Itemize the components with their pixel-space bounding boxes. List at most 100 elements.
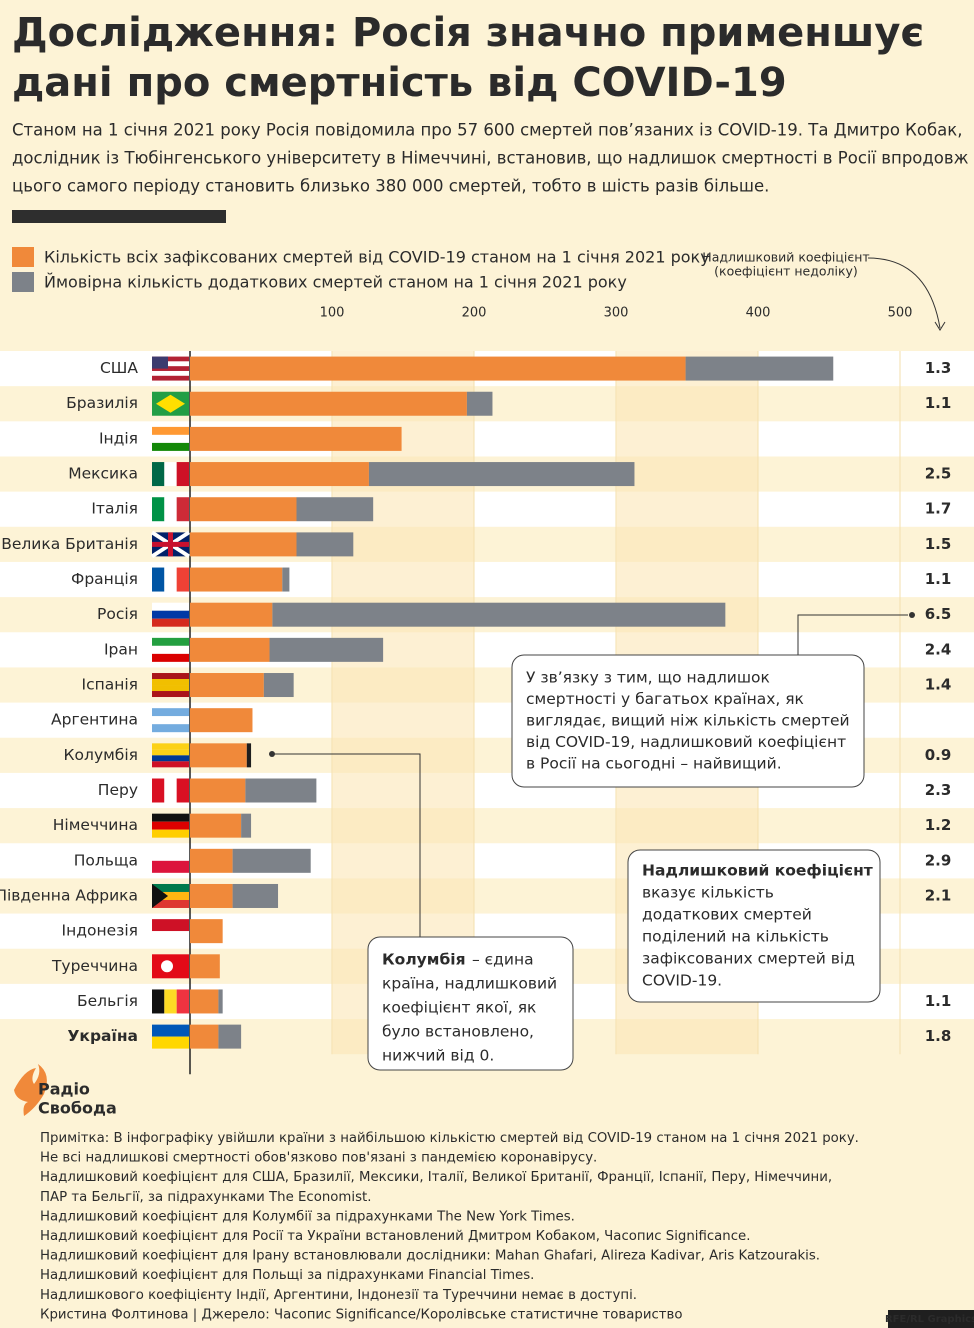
footnote: Примітка: В інфографіку увійшли країни з… xyxy=(40,1130,859,1146)
flag xyxy=(152,637,189,646)
ratio-label: 1.4 xyxy=(925,676,952,694)
bar-segment xyxy=(190,532,297,557)
x-tick-label: 200 xyxy=(462,306,487,321)
subtitle: цього самого періоду становить близько 3… xyxy=(12,177,769,196)
bar-segment xyxy=(190,989,219,1014)
annotation-title: Надлишковий коефіцієнт xyxy=(642,862,873,880)
flag xyxy=(152,370,189,376)
flag xyxy=(152,749,189,756)
annotation-text: зафіксованих смертей від xyxy=(642,950,855,968)
annotation-title: Колумбія xyxy=(382,951,466,969)
annotation-box xyxy=(511,654,865,788)
ratio-label: 1.3 xyxy=(925,359,952,377)
bar-segment xyxy=(232,848,311,873)
bars: США 1.3 Бразилія 1.1 Індія Мексика 2.5 Італія 1.… xyxy=(0,356,952,1049)
x-tick-label: 100 xyxy=(320,306,345,321)
row-band xyxy=(0,421,974,457)
flag xyxy=(176,462,189,487)
bar-segment xyxy=(190,462,369,487)
flag xyxy=(152,883,168,908)
bar-segment xyxy=(190,391,467,416)
flag xyxy=(152,883,189,892)
flag xyxy=(176,567,189,592)
bar-segment xyxy=(190,919,223,944)
ratio-label: 1.1 xyxy=(925,992,952,1010)
bar-segment xyxy=(232,883,279,908)
flag xyxy=(152,691,189,698)
bar-segment xyxy=(190,1024,219,1049)
ratio-label: 1.8 xyxy=(925,1027,952,1045)
flag xyxy=(152,673,189,680)
flag xyxy=(161,960,173,973)
flag xyxy=(176,778,189,803)
ratio-label: 2.5 xyxy=(925,465,952,483)
legend-swatch xyxy=(12,272,34,292)
row-band xyxy=(0,561,974,598)
bar-segment xyxy=(241,813,252,838)
flag xyxy=(152,375,189,381)
flag xyxy=(152,1024,189,1037)
flag xyxy=(176,497,189,522)
bar-segment xyxy=(190,426,402,451)
ratio-label: 2.9 xyxy=(925,851,952,869)
row-band xyxy=(0,491,974,527)
flag xyxy=(152,919,189,932)
x-tick-label: 300 xyxy=(604,306,629,321)
flag xyxy=(152,778,165,803)
flag xyxy=(152,610,189,619)
flag xyxy=(152,602,189,611)
flag xyxy=(152,366,189,371)
bar-segment xyxy=(368,462,635,487)
arrow-head xyxy=(934,321,946,331)
annotation-text: коефіцієнт якої, як xyxy=(382,999,536,1017)
connector-dot xyxy=(269,751,275,757)
subtitle: дослідник із Тюбінгенського університету… xyxy=(12,149,969,168)
logo-text: Свобода xyxy=(38,1099,117,1118)
bar-segment xyxy=(218,989,223,1014)
subtitle: Станом на 1 січня 2021 року Росія повідо… xyxy=(12,121,962,140)
ratio-label: 2.4 xyxy=(925,640,952,658)
flag xyxy=(152,1036,189,1049)
annotation-text: від COVID-19, надлишковий коефіцієнт xyxy=(526,733,846,751)
flag xyxy=(152,356,189,362)
connector xyxy=(272,753,421,937)
annotation-box xyxy=(367,936,574,1071)
bar-segment xyxy=(190,883,233,908)
category-label: Мексика xyxy=(68,465,138,483)
annotation-text: поділений на кількість xyxy=(642,928,829,946)
category-label: Україна xyxy=(67,1027,138,1045)
category-label: США xyxy=(100,359,138,377)
ratio-label: 6.5 xyxy=(925,605,952,623)
ratio-label: 1.5 xyxy=(925,535,952,553)
flag xyxy=(156,394,185,413)
flag xyxy=(152,829,189,838)
pointer-arrow xyxy=(867,257,941,329)
connector-dot xyxy=(909,612,915,618)
bar-segment xyxy=(246,743,252,768)
category-label: Аргентина xyxy=(51,711,138,729)
bar-segment xyxy=(269,637,384,662)
flag xyxy=(152,434,189,443)
ratio-title: (коефіцієнт недоліку) xyxy=(714,264,858,279)
annotation-text: – єдина xyxy=(472,951,534,969)
flag xyxy=(152,356,168,369)
bar-segment xyxy=(190,954,220,979)
category-label: Південна Африка xyxy=(0,886,138,904)
flag xyxy=(152,860,189,873)
title: Дослідження: Росія значно применшує xyxy=(12,10,924,56)
annotation-text: країна, надлишковий xyxy=(382,975,557,993)
annotation-text: виглядає, вищий ніж кількість смертей xyxy=(526,712,850,730)
connector xyxy=(797,614,908,655)
category-label: Німеччина xyxy=(53,816,138,834)
ratio-label: 1.2 xyxy=(925,816,952,834)
bar-segment xyxy=(296,497,374,522)
bar-segment xyxy=(190,356,686,381)
category-label: Італія xyxy=(91,500,138,518)
flag xyxy=(176,989,189,1014)
bar-segment xyxy=(272,602,726,627)
ratio-label: 1.1 xyxy=(925,394,952,412)
flag xyxy=(164,462,177,487)
category-label: Росія xyxy=(97,605,138,623)
footnote: Надлишковий коефіцієнт для Ірану встанов… xyxy=(40,1249,820,1264)
legend-label: Ймовірна кількість додаткових смертей ст… xyxy=(44,273,627,292)
